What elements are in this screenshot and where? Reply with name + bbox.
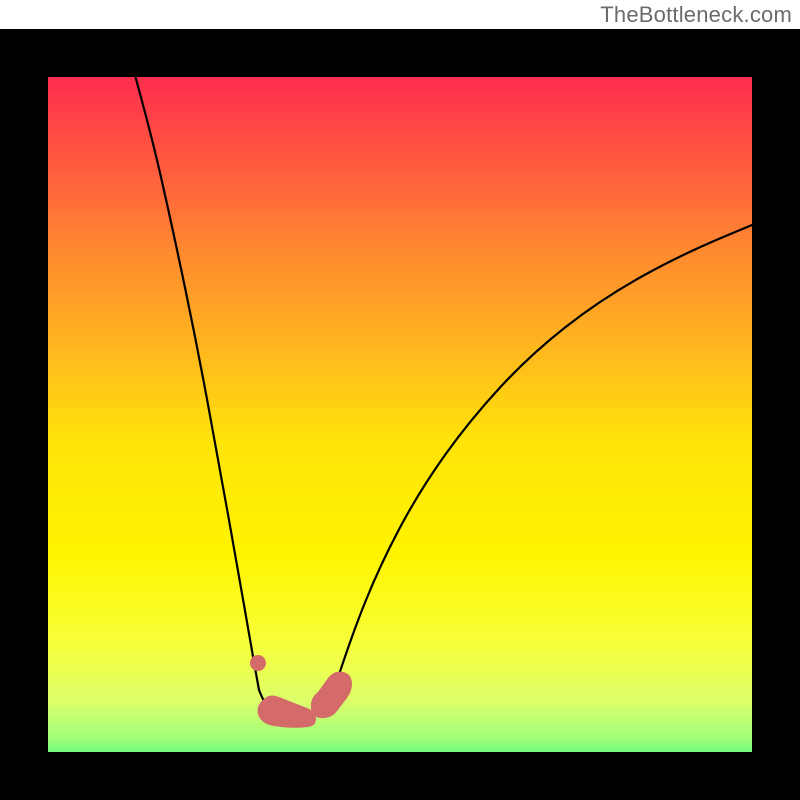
watermark-text: TheBottleneck.com bbox=[600, 2, 792, 28]
figure-root: TheBottleneck.com bbox=[0, 0, 800, 800]
plot-background bbox=[24, 29, 776, 776]
trough-marker-dot bbox=[250, 655, 266, 671]
chart-svg bbox=[0, 0, 800, 800]
